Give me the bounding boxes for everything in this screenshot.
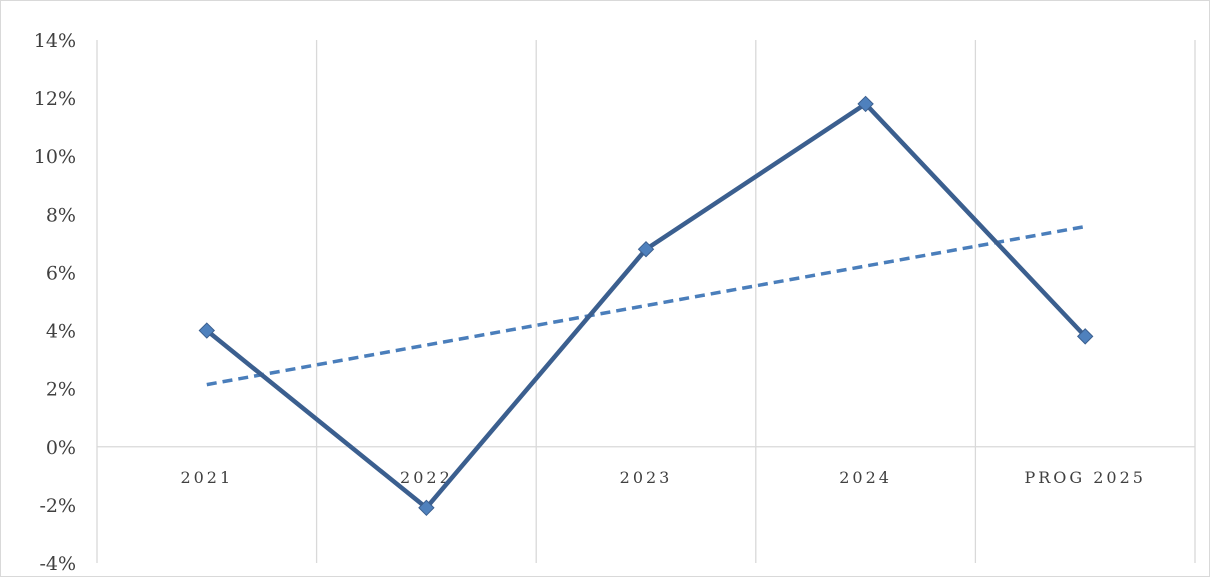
x-tick-label: 2023 xyxy=(620,468,673,487)
y-tick-label: 10% xyxy=(34,146,76,168)
data-point-marker xyxy=(637,240,655,258)
data-point-marker xyxy=(857,95,874,113)
y-tick-label: -2% xyxy=(39,495,76,517)
y-tick-labels: -4% -2% 0% 2% 4% 6% 8% 10% 12% 14% xyxy=(34,30,76,575)
x-tick-labels: 2021 2022 2023 2024 PROG 2025 xyxy=(180,468,1146,487)
y-tick-label: -4% xyxy=(39,553,76,575)
x-tick-label: PROG 2025 xyxy=(1024,468,1146,487)
trendline-group xyxy=(206,224,1086,387)
trendline xyxy=(206,224,1086,387)
x-tick-label: 2022 xyxy=(400,468,453,487)
y-tick-label: 12% xyxy=(34,88,76,110)
gridlines xyxy=(96,40,1196,563)
data-point-marker xyxy=(418,499,435,517)
y-tick-label: 6% xyxy=(46,262,76,284)
y-tick-label: 2% xyxy=(46,379,76,401)
data-point-marker xyxy=(198,322,216,339)
markers-group xyxy=(198,95,1094,517)
x-tick-label: 2024 xyxy=(839,468,892,487)
y-tick-label: 4% xyxy=(46,321,76,343)
y-tick-label: 14% xyxy=(34,30,76,52)
y-tick-label: 0% xyxy=(46,437,76,459)
data-point-marker xyxy=(1076,328,1094,345)
x-tick-label: 2021 xyxy=(180,468,233,487)
y-tick-label: 8% xyxy=(46,204,76,226)
